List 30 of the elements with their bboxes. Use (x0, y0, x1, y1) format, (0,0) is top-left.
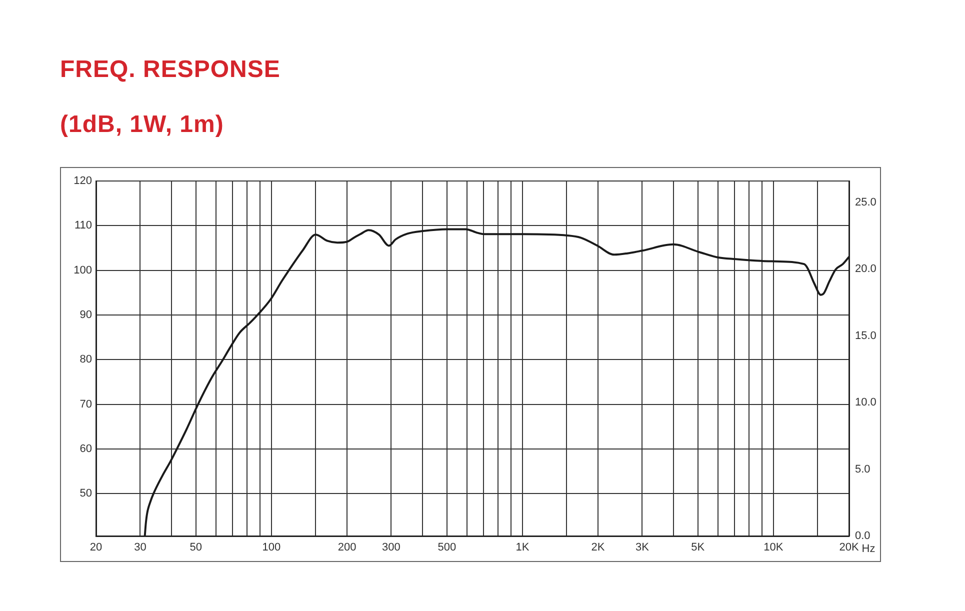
x-tick-label: 500 (438, 542, 456, 554)
y-tick-label: 90 (80, 308, 92, 321)
y2-tick-label: 5.0 (855, 463, 870, 476)
x-tick-label: 20K (839, 542, 860, 554)
y-tick-label: 60 (80, 442, 92, 455)
x-tick-label: 3K (635, 542, 650, 554)
chart-subtitle: (1dB, 1W, 1m) (60, 111, 224, 138)
y2-tick-label: 0.0 (855, 530, 870, 542)
y2-tick-label: 20.0 (855, 263, 876, 276)
x-tick-label: 300 (382, 542, 400, 554)
y-tick-label: 100 (74, 264, 92, 276)
x-tick-label: 2K (591, 542, 606, 554)
y-tick-label: 80 (80, 354, 92, 366)
x-axis-title: Hz (862, 543, 876, 556)
x-tick-label: 5K (691, 542, 706, 554)
x-tick-label: 20 (90, 542, 102, 554)
x-tick-label: 30 (134, 542, 146, 554)
x-tick-label: 10K (764, 542, 784, 554)
y2-tick-label: 25.0 (855, 196, 876, 208)
y-tick-label: 120 (74, 175, 92, 188)
y2-tick-label: 10.0 (855, 396, 876, 409)
x-tick-label: 200 (338, 542, 356, 554)
y-tick-label: 70 (80, 398, 92, 410)
x-tick-label: 100 (262, 542, 281, 554)
chart-title: FREQ. RESPONSE (60, 56, 280, 83)
x-tick-label: 50 (190, 542, 202, 554)
y-tick-label: 110 (74, 220, 92, 232)
y-tick-label: 50 (80, 488, 92, 500)
x-tick-label: 1K (516, 542, 530, 554)
y2-tick-label: 15.0 (855, 330, 876, 342)
